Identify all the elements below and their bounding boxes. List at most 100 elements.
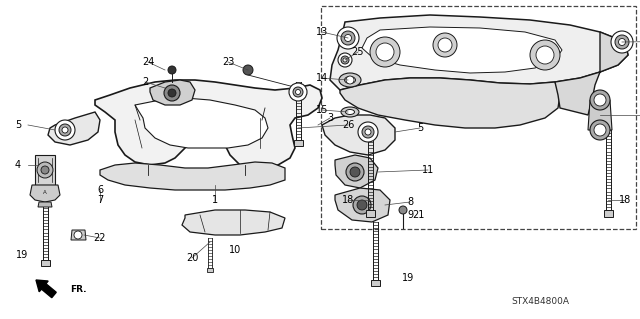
Text: 19: 19: [402, 273, 414, 283]
Text: 15: 15: [316, 105, 328, 115]
Text: 9: 9: [407, 210, 413, 220]
Polygon shape: [207, 268, 213, 272]
Text: 18: 18: [342, 195, 354, 205]
Circle shape: [344, 34, 351, 41]
Bar: [321, 6, 636, 229]
Polygon shape: [40, 260, 49, 266]
Circle shape: [376, 43, 394, 61]
Text: 21: 21: [412, 210, 424, 220]
Polygon shape: [182, 210, 285, 235]
Polygon shape: [48, 112, 100, 145]
Circle shape: [536, 46, 554, 64]
Text: 10: 10: [229, 245, 241, 255]
Circle shape: [296, 90, 301, 94]
Text: 23: 23: [222, 57, 234, 67]
Text: 22: 22: [93, 233, 106, 243]
Circle shape: [37, 162, 53, 178]
Polygon shape: [340, 78, 560, 128]
Circle shape: [611, 31, 633, 53]
Text: 2: 2: [142, 77, 148, 87]
Circle shape: [293, 87, 303, 97]
Circle shape: [370, 37, 400, 67]
Circle shape: [350, 167, 360, 177]
Circle shape: [338, 53, 352, 67]
Polygon shape: [362, 27, 562, 73]
Circle shape: [618, 39, 625, 46]
Circle shape: [41, 166, 49, 174]
Ellipse shape: [339, 73, 361, 87]
Text: 25: 25: [352, 47, 364, 57]
Circle shape: [164, 85, 180, 101]
Circle shape: [337, 27, 359, 49]
Polygon shape: [604, 210, 612, 217]
Polygon shape: [322, 115, 395, 155]
Circle shape: [343, 58, 347, 62]
Text: 5: 5: [417, 123, 423, 133]
Ellipse shape: [346, 109, 355, 115]
Circle shape: [168, 89, 176, 97]
Text: FR.: FR.: [70, 285, 86, 293]
Polygon shape: [35, 155, 55, 185]
Circle shape: [243, 65, 253, 75]
Circle shape: [168, 66, 176, 74]
Polygon shape: [30, 185, 60, 202]
Circle shape: [353, 196, 371, 214]
Text: 18: 18: [619, 195, 631, 205]
Text: 20: 20: [186, 253, 198, 263]
Text: 4: 4: [15, 160, 21, 170]
Circle shape: [433, 33, 457, 57]
Polygon shape: [135, 98, 268, 148]
Polygon shape: [335, 188, 390, 222]
Text: STX4B4800A: STX4B4800A: [512, 297, 570, 306]
Circle shape: [357, 200, 367, 210]
Circle shape: [365, 129, 371, 135]
Circle shape: [346, 163, 364, 181]
Circle shape: [74, 231, 82, 239]
Text: 13: 13: [316, 27, 328, 37]
Polygon shape: [100, 162, 285, 190]
Circle shape: [362, 126, 374, 138]
Circle shape: [594, 124, 606, 136]
Polygon shape: [365, 210, 374, 217]
Polygon shape: [555, 32, 628, 115]
Text: 5: 5: [15, 120, 21, 130]
Polygon shape: [38, 202, 52, 207]
Polygon shape: [335, 155, 378, 188]
Text: A: A: [43, 190, 47, 196]
Polygon shape: [330, 15, 628, 90]
Text: 24: 24: [142, 57, 154, 67]
Circle shape: [615, 35, 629, 49]
Text: 6: 6: [97, 185, 103, 195]
Polygon shape: [150, 80, 195, 105]
Circle shape: [530, 40, 560, 70]
Circle shape: [438, 38, 452, 52]
Text: 19: 19: [16, 250, 28, 260]
Circle shape: [341, 31, 355, 45]
Circle shape: [55, 120, 75, 140]
Text: 7: 7: [97, 195, 103, 205]
Text: 26: 26: [342, 120, 354, 130]
Circle shape: [399, 206, 407, 214]
Circle shape: [62, 127, 68, 133]
Polygon shape: [95, 80, 322, 168]
Ellipse shape: [344, 77, 355, 84]
Circle shape: [346, 76, 354, 84]
Circle shape: [341, 56, 349, 64]
Circle shape: [289, 83, 307, 101]
Polygon shape: [294, 140, 303, 146]
Circle shape: [358, 122, 378, 142]
Text: 8: 8: [407, 197, 413, 207]
Polygon shape: [588, 100, 612, 130]
Circle shape: [590, 120, 610, 140]
Circle shape: [594, 94, 606, 106]
Text: 3: 3: [327, 113, 333, 123]
Text: 14: 14: [316, 73, 328, 83]
Polygon shape: [371, 280, 380, 286]
Text: 1: 1: [212, 195, 218, 205]
Circle shape: [59, 124, 71, 136]
Polygon shape: [71, 230, 86, 240]
Text: 11: 11: [422, 165, 434, 175]
Ellipse shape: [341, 107, 359, 117]
Circle shape: [590, 90, 610, 110]
FancyArrow shape: [36, 280, 56, 298]
